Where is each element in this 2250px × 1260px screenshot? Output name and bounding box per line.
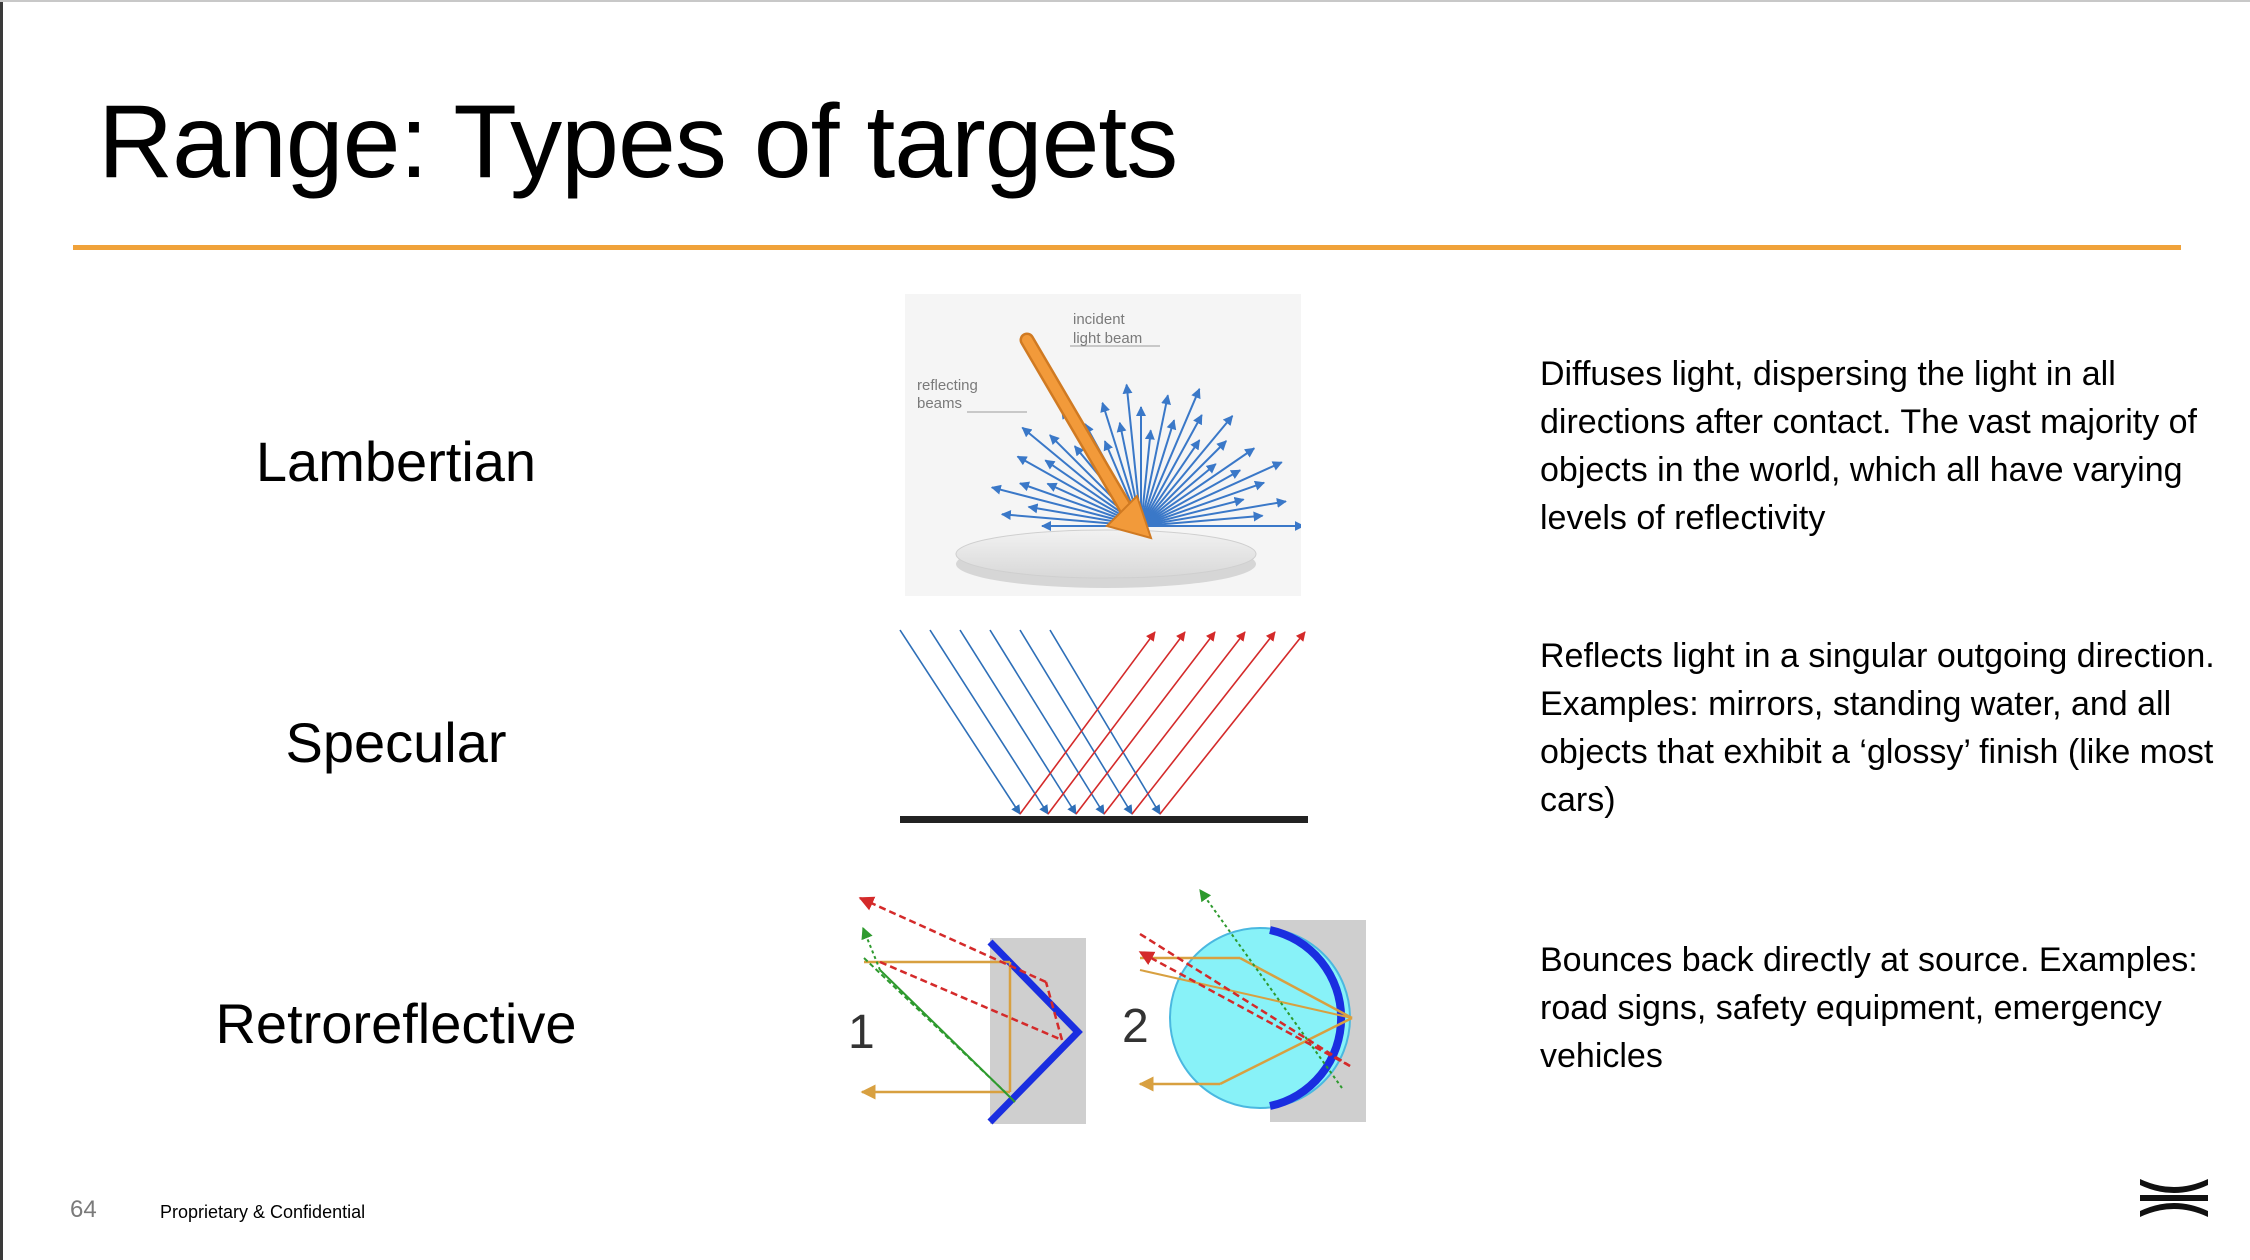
retroreflective-diagram: 1 2 bbox=[848, 889, 1366, 1125]
reflecting-beam bbox=[1140, 414, 1203, 527]
reflecting-beam bbox=[1140, 480, 1266, 527]
reflected-rays bbox=[1019, 631, 1306, 815]
reflected-ray bbox=[1047, 631, 1186, 815]
incident-beam bbox=[1022, 335, 1134, 519]
reflecting-beam bbox=[1140, 440, 1227, 527]
figure-label-1: 1 bbox=[848, 1006, 875, 1059]
reflecting-beam bbox=[1140, 394, 1171, 527]
reflecting-beam bbox=[1140, 461, 1283, 527]
incident-beam-head bbox=[1105, 494, 1153, 540]
reflected-ray bbox=[1019, 631, 1156, 815]
reflecting-beam bbox=[1140, 388, 1201, 527]
confidentiality-notice: Proprietary & Confidential bbox=[160, 1202, 366, 1222]
reflecting-beam bbox=[1140, 511, 1264, 527]
page-number: 64 bbox=[70, 1196, 97, 1223]
retroreflective-description: Bounces back directly at source. Example… bbox=[1540, 941, 2198, 1075]
reflecting-beam bbox=[1140, 497, 1287, 527]
reflecting-label: reflecting bbox=[917, 377, 978, 394]
window-edge-left bbox=[0, 0, 3, 1260]
reflecting-label-2: beams bbox=[917, 395, 962, 412]
mirror-surface bbox=[900, 816, 1308, 823]
reflecting-beam bbox=[1140, 419, 1177, 527]
specular-diagram bbox=[899, 629, 1308, 823]
brand-logo-icon bbox=[2140, 1179, 2208, 1217]
lambertian-description: Diffuses light, dispersing the light in … bbox=[1540, 355, 2197, 537]
incident-ray bbox=[1019, 629, 1133, 815]
incident-label: incident bbox=[1073, 311, 1126, 328]
reflected-ray bbox=[1159, 631, 1306, 815]
incident-ray bbox=[989, 629, 1105, 815]
reflecting-beam bbox=[1140, 463, 1217, 527]
incident-ray bbox=[899, 629, 1021, 815]
reflecting-beam bbox=[1140, 439, 1201, 527]
corner-reflector: 1 bbox=[848, 896, 1086, 1125]
slide-title: Range: Types of targets bbox=[98, 84, 1178, 200]
incident-label-2: light beam bbox=[1073, 330, 1142, 347]
figure-label-2: 2 bbox=[1122, 1000, 1149, 1053]
lambertian-label: Lambertian bbox=[255, 430, 537, 493]
window-edge-top bbox=[0, 0, 2250, 2]
reflected-ray bbox=[1131, 631, 1276, 815]
incident-rays bbox=[899, 629, 1161, 815]
incident-ray bbox=[1049, 629, 1161, 815]
specular-description: Reflects light in a singular outgoing di… bbox=[1540, 637, 2215, 819]
incident-ray bbox=[929, 629, 1049, 815]
reflected-ray bbox=[1103, 631, 1246, 815]
lambertian-diagram: incident light beam reflecting beams bbox=[905, 294, 1301, 596]
reflected-ray bbox=[1075, 631, 1216, 815]
title-underline bbox=[73, 245, 2181, 250]
retroreflective-label: Retroreflective bbox=[215, 992, 577, 1055]
specular-label: Specular bbox=[285, 711, 507, 774]
reflecting-beam bbox=[1140, 415, 1234, 527]
reflecting-beam bbox=[1140, 469, 1242, 527]
reflecting-beam bbox=[1140, 496, 1245, 527]
incident-ray bbox=[959, 629, 1077, 815]
disk-surface bbox=[955, 529, 1257, 579]
cats-eye-reflector: 2 bbox=[1122, 889, 1366, 1122]
reflecting-beam bbox=[1140, 447, 1256, 527]
